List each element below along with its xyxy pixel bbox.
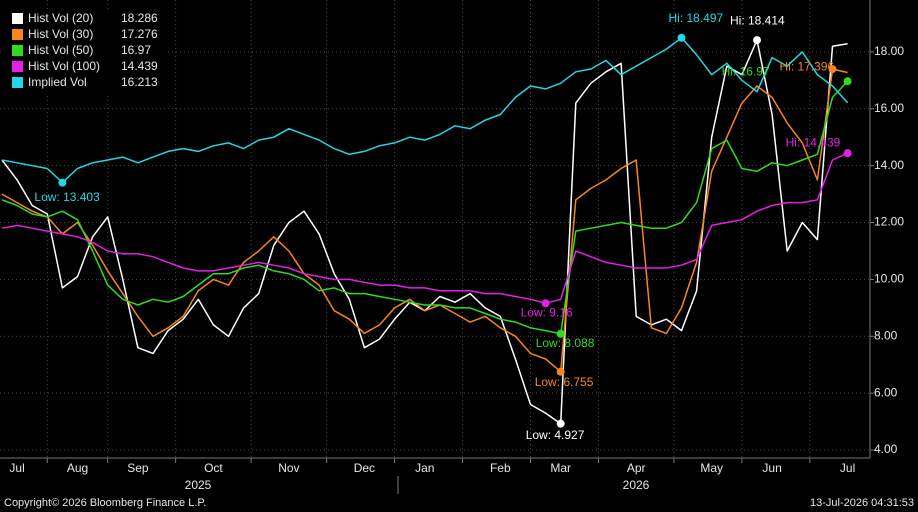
series-line — [1, 68, 848, 373]
x-tick-label: Jul — [9, 461, 24, 475]
legend-label: Implied Vol — [28, 75, 87, 89]
x-tick-label: Sep — [127, 461, 149, 475]
legend-label: Hist Vol (50) — [28, 43, 93, 57]
x-tick-label: Jun — [762, 461, 781, 475]
series-line — [1, 152, 848, 305]
annotation-marker — [843, 77, 852, 86]
annotation-label: Low: 4.927 — [526, 428, 585, 442]
annotation-marker — [556, 419, 565, 428]
y-tick-label: 10.00 — [874, 272, 904, 286]
y-tick-label: 6.00 — [874, 385, 898, 399]
x-tick-label: Feb — [490, 461, 511, 475]
annotation-marker — [58, 178, 67, 187]
annotation-marker — [843, 149, 852, 158]
y-tick-label: 14.00 — [874, 158, 904, 172]
series-line — [1, 80, 849, 335]
legend-swatch — [12, 13, 23, 24]
annotation-label: Low: 8.088 — [536, 336, 595, 350]
x-tick-label: Nov — [278, 461, 299, 475]
legend-label: Hist Vol (100) — [28, 59, 100, 73]
legend-swatch — [12, 77, 23, 88]
annotation-label: Hi: 17.396 — [780, 59, 835, 73]
legend-value: 17.276 — [121, 27, 158, 41]
x-tick-label: Jul — [840, 461, 855, 475]
legend-label: Hist Vol (20) — [28, 11, 93, 25]
annotation-marker — [753, 36, 761, 45]
annotation-label: Low: 6.755 — [535, 375, 594, 389]
legend-swatch — [12, 61, 23, 72]
series-line — [1, 37, 849, 184]
annotation-label: Hi: 18.414 — [730, 13, 785, 27]
y-tick-label: 18.00 — [874, 44, 904, 58]
x-tick-label: Mar — [550, 461, 571, 475]
annotation-marker — [556, 329, 565, 338]
annotation-marker — [677, 33, 686, 42]
legend-value: 18.286 — [121, 11, 158, 25]
y-tick-label: 4.00 — [874, 442, 898, 456]
copyright: Copyright© 2026 Bloomberg Finance L.P. — [4, 497, 206, 509]
x-tick-label: Jan — [415, 461, 434, 475]
x-tick-label: Oct — [204, 461, 223, 475]
legend-swatch — [12, 45, 23, 56]
x-tick-label: Aug — [67, 461, 88, 475]
legend-value: 14.439 — [121, 59, 158, 73]
legend-label: Hist Vol (30) — [28, 27, 93, 41]
legend-swatch — [12, 29, 23, 40]
annotation-marker — [556, 367, 565, 376]
legend-value: 16.97 — [121, 43, 151, 57]
x-tick-label: Dec — [354, 461, 375, 475]
annotation-marker — [541, 299, 550, 308]
annotation-label: Low: 9.16 — [521, 305, 573, 319]
legend-background — [4, 9, 166, 93]
y-tick-label: 16.00 — [874, 101, 904, 115]
legend-value: 16.213 — [121, 75, 158, 89]
annotation-label: Hi: 18.497 — [669, 11, 724, 25]
y-tick-label: 12.00 — [874, 215, 904, 229]
annotation-label: Hi: 16.97 — [722, 64, 770, 78]
y-tick-label: 8.00 — [874, 328, 898, 342]
annotation-marker — [828, 65, 837, 74]
x-tick-label: May — [700, 461, 723, 475]
annotation-label: Low: 13.403 — [34, 190, 100, 204]
annotation-label: Hi: 14.439 — [786, 135, 841, 149]
legend: Hist Vol (20) 18.286 Hist Vol (30) 17.276 Hi… — [4, 9, 166, 93]
year-label: 2026 — [623, 478, 650, 492]
year-label: 2025 — [185, 478, 212, 492]
x-tick-label: Apr — [627, 461, 646, 475]
timestamp: 13-Jul-2026 04:31:53 — [810, 497, 914, 509]
